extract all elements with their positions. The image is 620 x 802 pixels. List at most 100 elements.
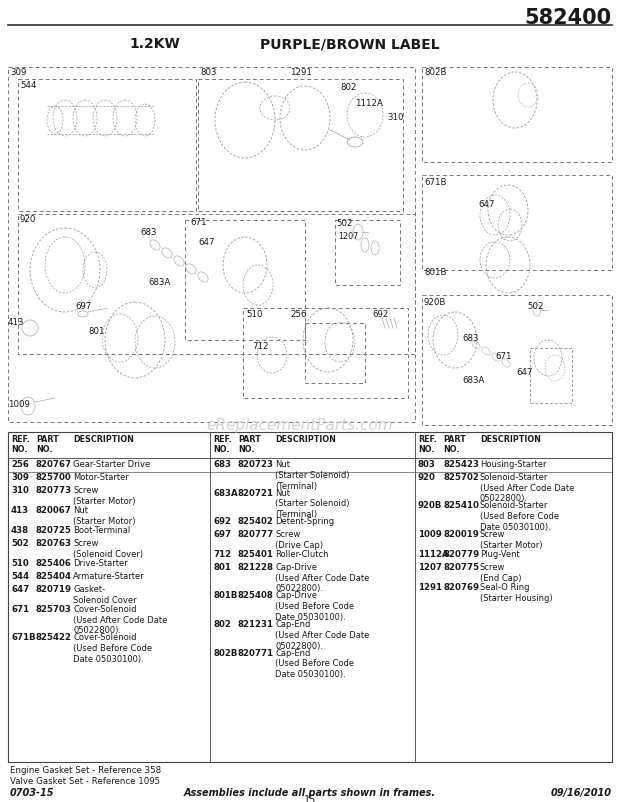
Text: 309: 309 xyxy=(10,68,27,77)
Text: 920B: 920B xyxy=(418,501,443,511)
Text: 647: 647 xyxy=(516,368,533,377)
Text: Cap-Drive
(Used After Code Date
05022800).: Cap-Drive (Used After Code Date 05022800… xyxy=(275,563,370,593)
Text: 1291: 1291 xyxy=(418,583,442,592)
Text: 671B: 671B xyxy=(424,178,446,187)
Text: 801B: 801B xyxy=(424,268,446,277)
Text: 683A: 683A xyxy=(213,488,237,497)
Text: 1291: 1291 xyxy=(290,68,312,77)
Text: 502: 502 xyxy=(336,219,353,228)
Bar xyxy=(8,67,415,422)
Bar xyxy=(422,67,612,162)
Text: eReplacementParts.com: eReplacementParts.com xyxy=(206,418,393,433)
Text: PART
NO.: PART NO. xyxy=(36,435,59,455)
Bar xyxy=(422,175,612,270)
Text: Solenoid-Starter
(Used Before Code
Date 05030100).: Solenoid-Starter (Used Before Code Date … xyxy=(480,501,559,532)
Text: 256: 256 xyxy=(290,310,306,319)
Text: Assemblies include all parts shown in frames.: Assemblies include all parts shown in fr… xyxy=(184,788,436,798)
Text: 820719: 820719 xyxy=(36,585,72,594)
Text: Solenoid-Starter
(Used After Code Date
05022800).: Solenoid-Starter (Used After Code Date 0… xyxy=(480,473,574,504)
Text: 0703-15: 0703-15 xyxy=(10,788,55,798)
Text: 1207: 1207 xyxy=(338,232,358,241)
Text: 825702: 825702 xyxy=(443,473,479,482)
Text: 820019: 820019 xyxy=(443,530,479,539)
Bar xyxy=(18,79,196,211)
Text: REF.
NO.: REF. NO. xyxy=(418,435,437,455)
Text: 821231: 821231 xyxy=(238,620,274,629)
Text: 1112A: 1112A xyxy=(355,99,383,108)
Text: DESCRIPTION: DESCRIPTION xyxy=(275,435,336,444)
Bar xyxy=(243,308,408,398)
Bar xyxy=(422,295,612,425)
Text: Screw
(Solenoid Cover): Screw (Solenoid Cover) xyxy=(73,539,143,559)
Text: Cover-Solenoid
(Used Before Code
Date 05030100).: Cover-Solenoid (Used Before Code Date 05… xyxy=(73,634,152,664)
Text: Armature-Starter: Armature-Starter xyxy=(73,572,144,581)
Bar xyxy=(305,323,365,383)
Text: 820771: 820771 xyxy=(238,649,274,658)
Text: Cap-Drive
(Used Before Code
Date 05030100).: Cap-Drive (Used Before Code Date 0503010… xyxy=(275,592,354,622)
Text: 825408: 825408 xyxy=(238,592,274,601)
Text: Motor-Starter: Motor-Starter xyxy=(73,473,129,482)
Text: Nut
(Starter Solenoid)
(Terminal): Nut (Starter Solenoid) (Terminal) xyxy=(275,488,350,519)
Text: DESCRIPTION: DESCRIPTION xyxy=(480,435,541,444)
Bar xyxy=(198,79,403,211)
Text: 683: 683 xyxy=(213,460,231,469)
Text: REF.
NO.: REF. NO. xyxy=(11,435,30,455)
Text: 15: 15 xyxy=(304,795,316,802)
Text: 310: 310 xyxy=(11,486,29,495)
Text: PART
NO.: PART NO. xyxy=(238,435,261,455)
Bar xyxy=(18,214,415,354)
Text: 825423: 825423 xyxy=(443,460,479,469)
Text: 692: 692 xyxy=(213,517,231,526)
Text: 671: 671 xyxy=(190,218,206,227)
Text: 820067: 820067 xyxy=(36,506,72,515)
Text: 820723: 820723 xyxy=(238,460,274,469)
Text: 256: 256 xyxy=(11,460,29,469)
Text: 825700: 825700 xyxy=(36,473,72,482)
Text: Plug-Vent: Plug-Vent xyxy=(480,550,520,559)
Text: 544: 544 xyxy=(20,81,37,90)
Text: Cover-Solenoid
(Used After Code Date
05022800).: Cover-Solenoid (Used After Code Date 050… xyxy=(73,605,167,635)
Text: Detent-Spring: Detent-Spring xyxy=(275,517,334,526)
Text: 821228: 821228 xyxy=(238,563,274,572)
Text: 801: 801 xyxy=(213,563,231,572)
Text: 697: 697 xyxy=(75,302,91,311)
Text: 802B: 802B xyxy=(213,649,237,658)
Text: 825703: 825703 xyxy=(36,605,72,614)
Text: 820779: 820779 xyxy=(443,550,479,559)
Text: Cap-End
(Used After Code Date
05022800).: Cap-End (Used After Code Date 05022800). xyxy=(275,620,370,650)
Text: 309: 309 xyxy=(11,473,29,482)
Text: 683: 683 xyxy=(140,228,156,237)
Text: Engine Gasket Set - Reference 358: Engine Gasket Set - Reference 358 xyxy=(10,766,161,775)
Text: 647: 647 xyxy=(11,585,29,594)
Text: 802: 802 xyxy=(213,620,231,629)
Text: 310: 310 xyxy=(387,113,404,122)
Text: 647: 647 xyxy=(478,200,495,209)
Text: Drive-Starter: Drive-Starter xyxy=(73,559,128,568)
Text: 671B: 671B xyxy=(11,634,35,642)
Text: 510: 510 xyxy=(11,559,29,568)
Text: Seal-O Ring
(Starter Housing): Seal-O Ring (Starter Housing) xyxy=(480,583,552,603)
Text: 582400: 582400 xyxy=(525,8,612,28)
Text: 801B: 801B xyxy=(213,592,237,601)
Text: 825401: 825401 xyxy=(238,550,274,559)
Bar xyxy=(335,220,400,285)
Text: Boot-Terminal: Boot-Terminal xyxy=(73,526,130,535)
Text: 825406: 825406 xyxy=(36,559,72,568)
Text: Screw
(End Cap): Screw (End Cap) xyxy=(480,563,521,583)
Text: 802: 802 xyxy=(340,83,356,92)
Text: 09/16/2010: 09/16/2010 xyxy=(551,788,612,798)
Text: 1009: 1009 xyxy=(8,400,30,409)
Text: 1112A: 1112A xyxy=(418,550,449,559)
Text: Screw
(Starter Motor): Screw (Starter Motor) xyxy=(480,530,542,549)
Text: 820763: 820763 xyxy=(36,539,72,548)
Text: 413: 413 xyxy=(11,506,29,515)
Text: 697: 697 xyxy=(213,530,231,539)
Text: 802B: 802B xyxy=(424,68,446,77)
Bar xyxy=(8,432,612,762)
Text: Valve Gasket Set - Reference 1095: Valve Gasket Set - Reference 1095 xyxy=(10,777,160,786)
Text: 438: 438 xyxy=(11,526,29,535)
Text: 1207: 1207 xyxy=(418,563,442,572)
Text: 820777: 820777 xyxy=(238,530,274,539)
Text: 510: 510 xyxy=(246,310,262,319)
Text: 825404: 825404 xyxy=(36,572,72,581)
